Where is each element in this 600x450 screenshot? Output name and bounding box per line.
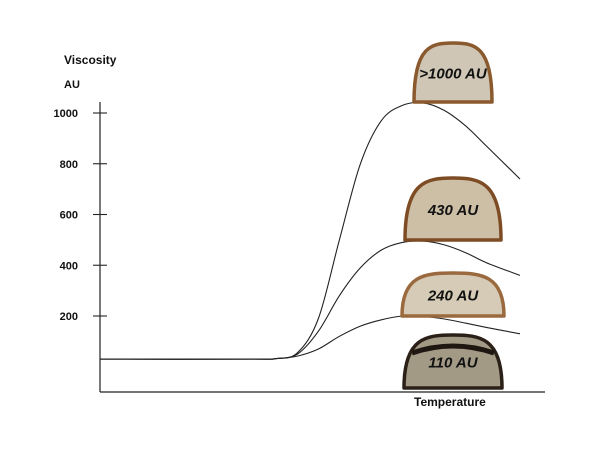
bread-loaves: >1000 AU 430 AU 240 AU 110 AU <box>400 41 506 390</box>
bread-loaf-2: 430 AU <box>403 176 503 242</box>
loaf-label: >1000 AU <box>419 66 488 83</box>
loaf-crumb <box>412 41 494 104</box>
loaf-crumb <box>403 176 503 242</box>
loaf-label: 110 AU <box>428 355 478 372</box>
curve-3 <box>99 315 521 360</box>
loaf-label: 430 AU <box>427 202 479 219</box>
loaf-crack <box>411 343 495 356</box>
bread-loaf-3: 240 AU <box>400 271 506 318</box>
y-axis-unit: AU <box>64 79 80 91</box>
bread-loaf-4: 110 AU <box>402 333 504 390</box>
x-axis-label: Temperature <box>414 395 486 409</box>
loaf-label: 240 AU <box>427 288 479 305</box>
y-tick-label: 400 <box>60 260 78 272</box>
bread-loaf-1: >1000 AU <box>412 41 494 104</box>
axes: 200 400 600 800 1000 <box>54 102 545 393</box>
y-tick-label: 1000 <box>54 108 78 120</box>
y-tick-label: 200 <box>60 311 78 323</box>
y-axis-label: Viscosity <box>64 53 117 67</box>
y-tick-label: 600 <box>60 210 78 222</box>
curves <box>99 101 521 360</box>
loaf-crumb <box>400 271 506 318</box>
y-tick-label: 800 <box>60 159 78 171</box>
